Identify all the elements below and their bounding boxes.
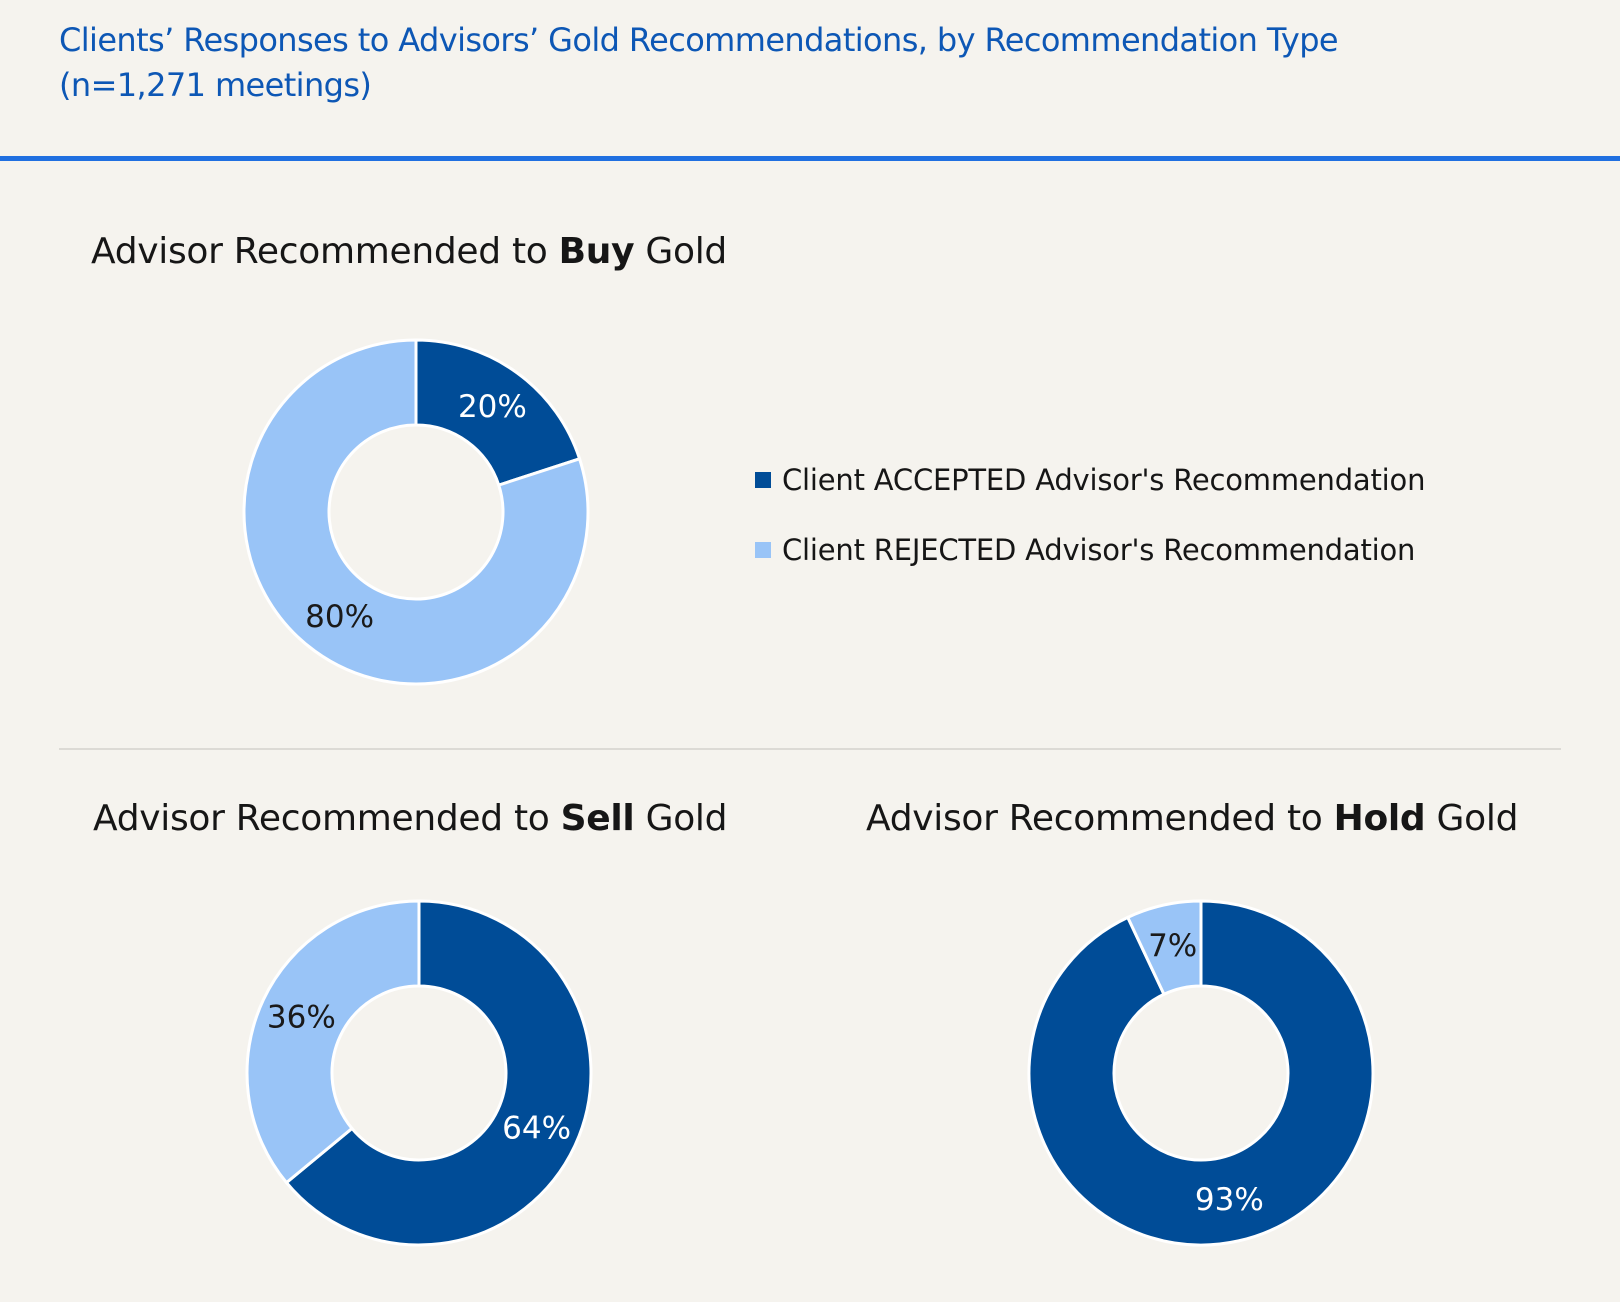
sell-donut-chart: 64% 36% bbox=[245, 899, 593, 1247]
sell-label-rejected: 36% bbox=[267, 1000, 336, 1036]
buy-chart-title-keyword: Buy bbox=[558, 231, 635, 272]
buy-chart-title-suffix: Gold bbox=[634, 231, 727, 272]
sell-chart-title-prefix: Advisor Recommended to bbox=[93, 798, 561, 839]
buy-label-rejected: 80% bbox=[305, 599, 374, 635]
section-divider bbox=[59, 748, 1561, 750]
page-title: Clients’ Responses to Advisors’ Gold Rec… bbox=[59, 18, 1339, 108]
buy-donut-chart: 20% 80% bbox=[242, 338, 590, 686]
sell-chart-title-suffix: Gold bbox=[634, 798, 728, 839]
hold-chart-title-suffix: Gold bbox=[1425, 798, 1519, 839]
sell-slice-rejected bbox=[245, 899, 421, 1185]
page-title-line-2: (n=1,271 meetings) bbox=[59, 66, 372, 104]
legend-label-rejected: Client REJECTED Advisor's Recommendation bbox=[782, 533, 1416, 567]
hold-label-rejected: 7% bbox=[1148, 928, 1197, 964]
sell-slice-accepted bbox=[284, 899, 593, 1247]
hold-chart-title-keyword: Hold bbox=[1333, 798, 1426, 839]
accepted-swatch-icon bbox=[755, 472, 771, 488]
buy-label-accepted: 20% bbox=[458, 389, 527, 425]
sell-label-accepted: 64% bbox=[502, 1110, 571, 1146]
hold-chart-title-prefix: Advisor Recommended to bbox=[866, 798, 1334, 839]
buy-slice-rejected bbox=[242, 338, 590, 686]
buy-chart-title: Advisor Recommended to Buy Gold bbox=[91, 230, 727, 274]
chart-legend: Client ACCEPTED Advisor's Recommendation… bbox=[755, 462, 1425, 602]
sell-chart-title-keyword: Sell bbox=[560, 798, 635, 839]
buy-chart-title-prefix: Advisor Recommended to bbox=[91, 231, 559, 272]
sell-chart-title: Advisor Recommended to Sell Gold bbox=[93, 797, 727, 841]
hold-chart-title: Advisor Recommended to Hold Gold bbox=[866, 797, 1518, 841]
buy-slice-accepted bbox=[414, 338, 582, 487]
hold-slice-accepted bbox=[1027, 899, 1375, 1247]
legend-item-rejected: Client REJECTED Advisor's Recommendation bbox=[755, 532, 1425, 568]
hold-donut-chart: 93% 7% bbox=[1027, 899, 1375, 1247]
rejected-swatch-icon bbox=[755, 542, 771, 558]
page-title-line-1: Clients’ Responses to Advisors’ Gold Rec… bbox=[59, 21, 1339, 59]
header-divider bbox=[0, 156, 1620, 161]
hold-label-accepted: 93% bbox=[1195, 1182, 1264, 1218]
legend-label-accepted: Client ACCEPTED Advisor's Recommendation bbox=[782, 463, 1426, 497]
hold-slice-rejected bbox=[1126, 899, 1203, 996]
legend-item-accepted: Client ACCEPTED Advisor's Recommendation bbox=[755, 462, 1425, 498]
